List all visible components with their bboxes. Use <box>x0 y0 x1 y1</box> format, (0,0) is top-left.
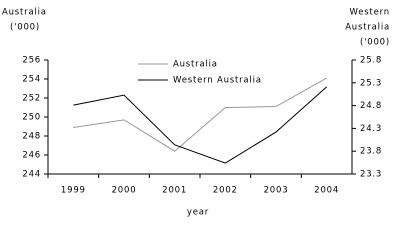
y2-tick-label: 24.8 <box>360 101 382 111</box>
y2-tick-label: 24.3 <box>360 124 382 134</box>
y2-tick-label: 25.8 <box>360 56 382 66</box>
x-tick-label: 2002 <box>213 186 238 196</box>
y2-axis-title: Australia <box>345 23 390 33</box>
y-axis-title: ('000) <box>10 23 40 33</box>
y-tick-label: 250 <box>22 113 41 123</box>
x-tick-label: 2004 <box>314 186 339 196</box>
x-tick-label: 2003 <box>264 186 289 196</box>
y2-axis-title: ('000) <box>360 38 390 48</box>
chart: Australia ('000) Western Australia ('000) yea… <box>2 8 390 218</box>
x-tick-label: 1999 <box>61 186 86 196</box>
y-axis-title: Australia <box>2 8 47 18</box>
y-tick-label: 256 <box>22 56 41 66</box>
x-axis-title: year <box>187 208 209 218</box>
data-line <box>73 77 327 152</box>
y2-tick-label: 23.3 <box>360 170 382 180</box>
y-tick-label: 248 <box>22 132 41 142</box>
y-tick-label: 244 <box>22 170 41 180</box>
legend-label: Australia <box>173 60 218 70</box>
y-tick-label: 246 <box>22 151 41 161</box>
y2-axis-title: Western <box>350 8 390 18</box>
y-tick-label: 254 <box>22 75 41 85</box>
y2-tick-label: 25.3 <box>360 78 382 88</box>
data-line <box>73 86 327 164</box>
y2-tick-label: 23.8 <box>360 147 382 157</box>
x-tick-label: 2000 <box>112 186 137 196</box>
y-tick-label: 252 <box>22 94 41 104</box>
legend-label: Western Australia <box>173 76 262 86</box>
x-tick-label: 2001 <box>162 186 187 196</box>
